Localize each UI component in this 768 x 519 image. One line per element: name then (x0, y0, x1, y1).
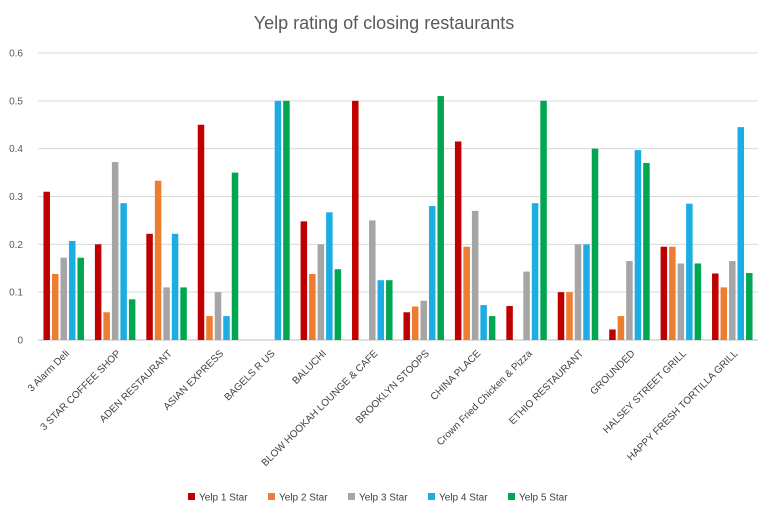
chart-title: Yelp rating of closing restaurants (254, 13, 515, 33)
x-tick-label: BAGELS R US (223, 348, 278, 403)
bar (694, 263, 702, 340)
gridlines (38, 52, 758, 341)
bar (463, 246, 470, 340)
bar (411, 306, 419, 340)
bar (480, 305, 487, 340)
bar (737, 127, 745, 341)
bar (231, 172, 239, 340)
bar (566, 292, 573, 340)
bar (540, 100, 547, 340)
legend-swatch (348, 493, 355, 500)
bar (171, 233, 179, 340)
bar (643, 163, 650, 340)
bar (51, 273, 59, 340)
bar (609, 329, 616, 340)
bars (43, 96, 753, 341)
bar (454, 141, 462, 340)
y-axis-ticks: 0 0.1 0.2 0.3 0.4 0.5 0.6 (9, 49, 23, 347)
y-tick-label: 0.4 (9, 144, 23, 155)
bar (43, 191, 50, 340)
x-tick-label: Crown Fried Chicken & Pizza (435, 348, 535, 448)
bar (154, 180, 162, 340)
bar (334, 269, 342, 340)
bar (128, 299, 136, 340)
bar (583, 244, 590, 340)
legend-swatch (268, 493, 275, 500)
x-tick-label: 3 Alarm Deli (26, 348, 72, 394)
legend-label: Yelp 2 Star (279, 493, 328, 504)
bar (403, 312, 410, 340)
bar (420, 300, 427, 340)
y-tick-label: 0.5 (9, 96, 23, 107)
legend-swatch (188, 493, 195, 500)
y-tick-label: 0.6 (9, 49, 23, 60)
bar (686, 203, 693, 340)
bar (669, 246, 676, 340)
legend: Yelp 1 Star Yelp 2 Star Yelp 3 Star Yelp 4 … (188, 493, 568, 504)
bar (386, 280, 393, 340)
bar (377, 280, 385, 340)
y-tick-label: 0.3 (9, 192, 23, 203)
bar (712, 273, 719, 340)
bar (488, 316, 496, 340)
bar (146, 233, 153, 340)
bar (180, 287, 187, 340)
bar (617, 316, 625, 340)
bar (506, 306, 513, 340)
bar (68, 240, 76, 340)
bar (428, 206, 436, 340)
bar (197, 124, 205, 340)
bar (120, 203, 127, 340)
x-tick-label: CHINA PLACE (429, 348, 484, 403)
bar (720, 287, 728, 340)
bar (214, 292, 222, 340)
bar (471, 210, 479, 340)
bar (677, 263, 685, 340)
bar (369, 220, 376, 340)
bar (574, 244, 582, 340)
bar (111, 162, 119, 340)
bar (660, 246, 668, 340)
legend-swatch (428, 493, 435, 500)
bar (317, 244, 325, 340)
y-tick-label: 0.1 (9, 288, 23, 299)
bar (326, 212, 333, 340)
bar (274, 100, 282, 340)
bar (163, 287, 170, 340)
bar (523, 271, 530, 340)
bar (557, 292, 565, 340)
bar (94, 244, 102, 340)
bar (634, 150, 642, 340)
legend-label: Yelp 5 Star (519, 493, 568, 504)
legend-swatch (508, 493, 515, 500)
y-tick-label: 0.2 (9, 240, 23, 251)
legend-label: Yelp 4 Star (439, 493, 488, 504)
bar (591, 148, 599, 340)
bar (283, 100, 290, 340)
bar (309, 273, 316, 340)
x-tick-label: BALUCHI (291, 348, 329, 386)
bar (352, 100, 359, 340)
bar (626, 261, 633, 340)
x-tick-label: HALSEY STREET GRILL (601, 348, 689, 436)
bar (103, 312, 110, 340)
bar (77, 257, 84, 340)
y-tick-label: 0 (17, 336, 23, 347)
legend-label: Yelp 1 Star (199, 493, 248, 504)
bar (531, 203, 539, 340)
bar (729, 261, 736, 340)
bar (746, 273, 753, 340)
x-tick-label: GROUNDED (589, 348, 638, 397)
x-tick-label: HAPPY FRESH TORTILLA GRILL (625, 348, 740, 463)
bar (300, 221, 308, 340)
bar (206, 316, 213, 340)
bar (60, 257, 67, 340)
bar (223, 316, 230, 340)
bar (437, 96, 444, 340)
legend-label: Yelp 3 Star (359, 493, 408, 504)
